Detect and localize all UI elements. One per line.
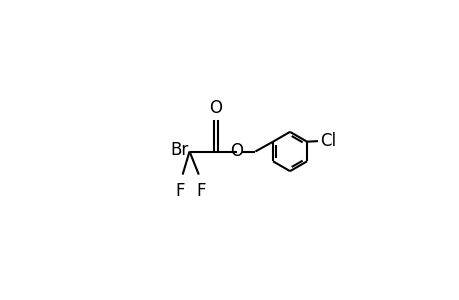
Text: F: F: [175, 182, 185, 200]
Text: Br: Br: [170, 141, 188, 159]
Text: F: F: [196, 182, 206, 200]
Text: O: O: [230, 142, 243, 160]
Text: Cl: Cl: [319, 132, 336, 150]
Text: O: O: [209, 99, 222, 117]
